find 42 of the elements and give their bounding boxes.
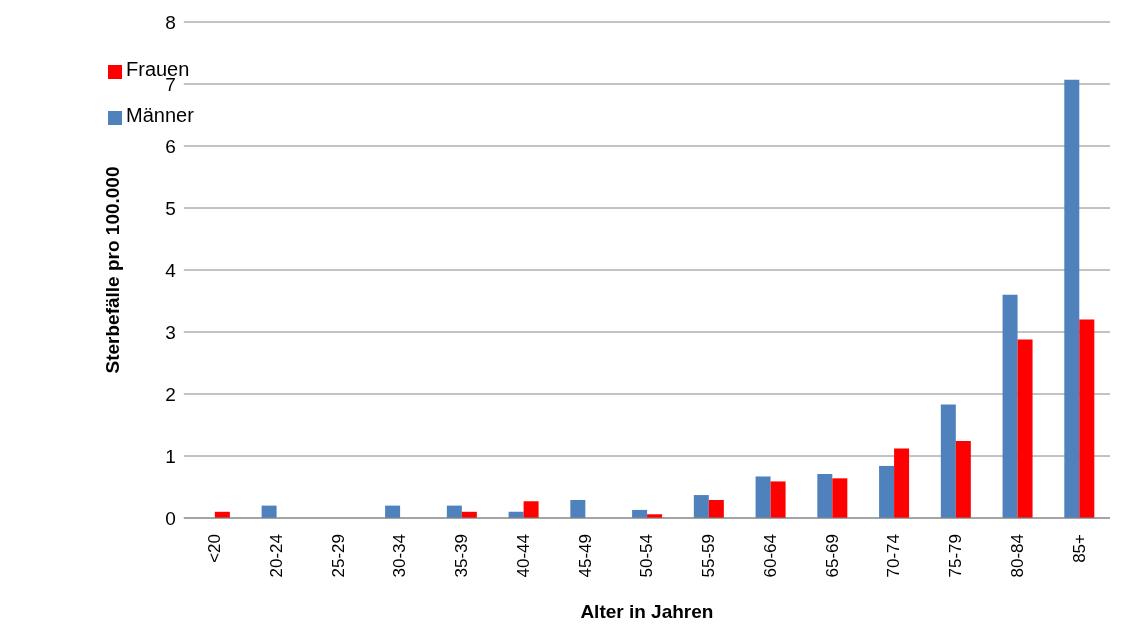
y-tick-label: 6	[165, 135, 176, 157]
bar	[879, 465, 895, 518]
y-tick-label: 2	[165, 383, 176, 405]
bar	[693, 495, 709, 518]
bar	[817, 473, 833, 518]
legend-label: Männer	[126, 104, 194, 126]
x-tick-label: 75-79	[946, 534, 966, 578]
bar	[770, 481, 786, 518]
y-tick-label: 4	[165, 259, 177, 281]
y-tick-label: 8	[165, 11, 176, 33]
x-tick-label: <20	[205, 534, 225, 563]
x-tick-label: 40-44	[513, 534, 533, 578]
x-tick-label: 20-24	[266, 534, 286, 578]
bar	[755, 476, 771, 518]
y-axis-title: Sterbefälle pro 100.000	[101, 166, 123, 374]
bar	[955, 441, 971, 518]
x-tick-label: 25-29	[328, 534, 348, 578]
bar	[1064, 79, 1080, 518]
bar	[832, 478, 848, 518]
x-tick-label: 35-39	[452, 534, 472, 578]
x-tick-label: 65-69	[822, 534, 842, 578]
bar	[570, 500, 586, 518]
x-tick-label: 30-34	[390, 534, 410, 578]
bar	[1017, 339, 1033, 518]
bar	[894, 448, 910, 518]
x-axis-title: Alter in Jahren	[580, 601, 714, 622]
x-tick-label: 70-74	[884, 534, 904, 578]
bar	[1002, 294, 1018, 518]
x-tick-label: 50-54	[637, 534, 657, 578]
x-tick-label: 80-84	[1007, 534, 1027, 578]
bar	[1079, 319, 1095, 518]
y-tick-label: 1	[165, 445, 176, 467]
bar	[940, 404, 956, 518]
bar	[523, 501, 539, 518]
y-tick-label: 3	[165, 321, 176, 343]
x-tick-label: 85+	[1069, 533, 1089, 563]
x-tick-label: 55-59	[699, 534, 719, 578]
bar	[708, 500, 724, 518]
x-tick-label: 45-49	[575, 534, 595, 578]
y-tick-label: 5	[165, 197, 176, 219]
x-tick-label: 60-64	[760, 534, 780, 578]
y-tick-label: 0	[165, 507, 176, 529]
